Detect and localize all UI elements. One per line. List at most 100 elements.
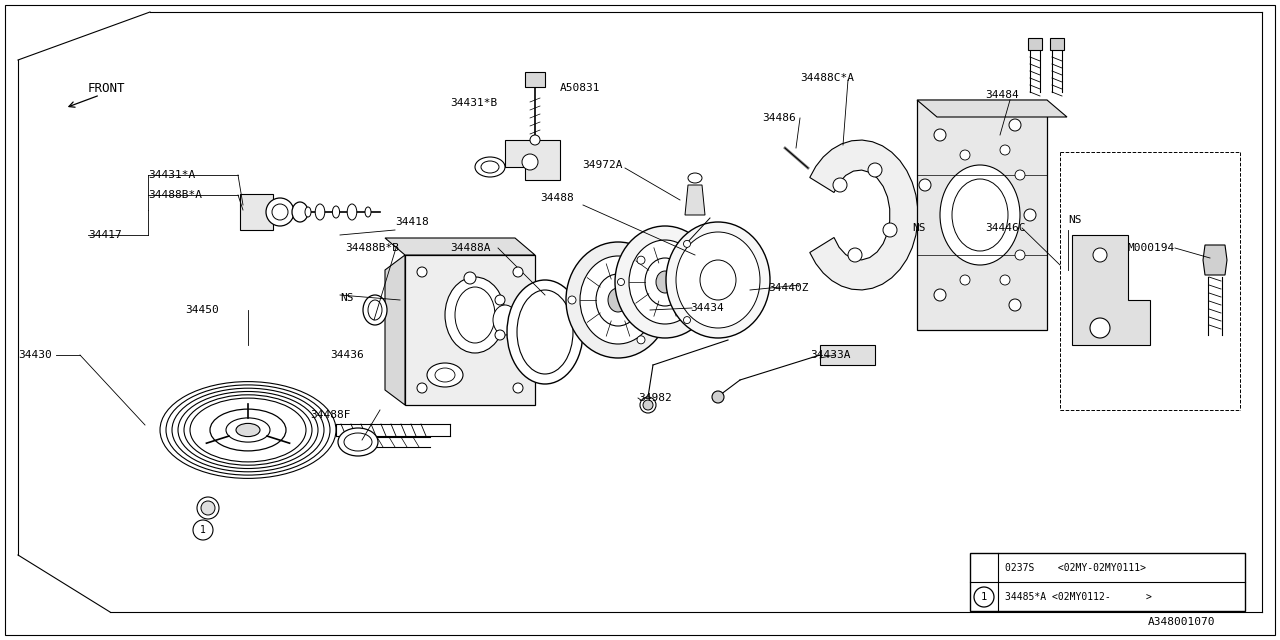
Circle shape	[465, 272, 476, 284]
Ellipse shape	[435, 368, 454, 382]
Polygon shape	[506, 140, 561, 180]
Polygon shape	[820, 345, 876, 365]
Polygon shape	[241, 194, 273, 230]
Ellipse shape	[347, 204, 357, 220]
Ellipse shape	[344, 433, 372, 451]
Circle shape	[530, 135, 540, 145]
Ellipse shape	[428, 363, 463, 387]
Text: 34431*B: 34431*B	[451, 98, 497, 108]
Ellipse shape	[364, 295, 387, 325]
Polygon shape	[385, 238, 535, 255]
Text: FRONT: FRONT	[88, 81, 125, 95]
Text: 34488B*B: 34488B*B	[346, 243, 399, 253]
Ellipse shape	[227, 418, 270, 442]
Text: 34430: 34430	[18, 350, 51, 360]
Text: NS: NS	[911, 223, 925, 233]
Text: 34485*A <02MY0112-      >: 34485*A <02MY0112- >	[1005, 592, 1152, 602]
Ellipse shape	[445, 277, 506, 353]
Polygon shape	[1203, 245, 1228, 275]
Circle shape	[1091, 318, 1110, 338]
Circle shape	[960, 275, 970, 285]
Text: 34486: 34486	[762, 113, 796, 123]
Ellipse shape	[666, 222, 771, 338]
Circle shape	[637, 336, 645, 344]
Circle shape	[868, 163, 882, 177]
Text: 34434: 34434	[690, 303, 723, 313]
Ellipse shape	[628, 240, 701, 324]
Circle shape	[934, 129, 946, 141]
Text: A348001070: A348001070	[1148, 617, 1216, 627]
Text: 34488F: 34488F	[310, 410, 351, 420]
Circle shape	[684, 317, 690, 324]
Circle shape	[637, 256, 645, 264]
Ellipse shape	[475, 157, 506, 177]
Text: 0237S    <02MY-02MY0111>: 0237S <02MY-02MY0111>	[1005, 563, 1146, 573]
Circle shape	[919, 179, 931, 191]
Ellipse shape	[292, 202, 308, 222]
Polygon shape	[916, 100, 1047, 330]
Ellipse shape	[178, 392, 317, 468]
Ellipse shape	[184, 395, 312, 465]
Text: A50831: A50831	[561, 83, 600, 93]
Text: 34450: 34450	[186, 305, 219, 315]
Ellipse shape	[189, 398, 306, 462]
Ellipse shape	[172, 388, 324, 472]
Polygon shape	[525, 72, 545, 87]
Ellipse shape	[580, 256, 657, 344]
Circle shape	[1000, 145, 1010, 155]
Polygon shape	[1050, 38, 1064, 50]
Circle shape	[201, 501, 215, 515]
Circle shape	[193, 520, 212, 540]
Circle shape	[617, 278, 625, 285]
Polygon shape	[810, 140, 918, 290]
Ellipse shape	[596, 274, 640, 326]
Circle shape	[1009, 119, 1021, 131]
Ellipse shape	[614, 226, 716, 338]
Ellipse shape	[517, 290, 573, 374]
Ellipse shape	[369, 300, 381, 320]
Ellipse shape	[236, 424, 260, 436]
Text: 34488C*A: 34488C*A	[800, 73, 854, 83]
Ellipse shape	[338, 428, 378, 456]
Circle shape	[417, 267, 428, 277]
Polygon shape	[404, 255, 535, 405]
Circle shape	[934, 289, 946, 301]
Circle shape	[1015, 250, 1025, 260]
Text: 34431*A: 34431*A	[148, 170, 196, 180]
Text: 34982: 34982	[637, 393, 672, 403]
Ellipse shape	[493, 305, 517, 335]
Circle shape	[833, 178, 847, 192]
Ellipse shape	[676, 232, 760, 328]
Polygon shape	[385, 255, 404, 405]
Text: 34436: 34436	[330, 350, 364, 360]
Circle shape	[495, 330, 506, 340]
Circle shape	[960, 150, 970, 160]
Ellipse shape	[266, 198, 294, 226]
Ellipse shape	[657, 271, 675, 293]
Ellipse shape	[305, 207, 311, 217]
Ellipse shape	[160, 381, 335, 479]
Circle shape	[1009, 299, 1021, 311]
Text: M000194: M000194	[1128, 243, 1175, 253]
Circle shape	[495, 295, 506, 305]
Ellipse shape	[700, 260, 736, 300]
Circle shape	[568, 296, 576, 304]
Ellipse shape	[315, 204, 325, 220]
Ellipse shape	[608, 288, 628, 312]
Text: 34484: 34484	[986, 90, 1019, 100]
Circle shape	[197, 497, 219, 519]
Circle shape	[712, 391, 724, 403]
Circle shape	[522, 154, 538, 170]
Text: NS: NS	[340, 293, 353, 303]
Text: 1: 1	[200, 525, 206, 535]
Text: NS: NS	[1068, 215, 1082, 225]
Text: 34417: 34417	[88, 230, 122, 240]
Text: 34418: 34418	[396, 217, 429, 227]
Ellipse shape	[365, 207, 371, 217]
Circle shape	[1015, 170, 1025, 180]
Ellipse shape	[273, 204, 288, 220]
Text: 34440Z: 34440Z	[768, 283, 809, 293]
Circle shape	[643, 400, 653, 410]
Circle shape	[1000, 275, 1010, 285]
Text: 34488A: 34488A	[451, 243, 490, 253]
